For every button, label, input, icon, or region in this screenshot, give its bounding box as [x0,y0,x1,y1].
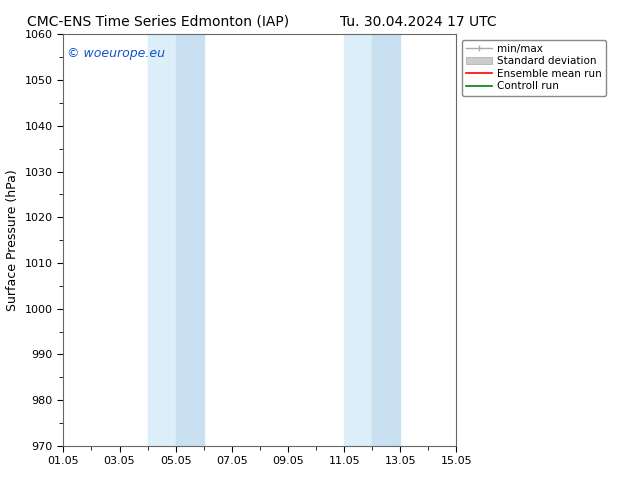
Bar [148,34,176,446]
Y-axis label: Surface Pressure (hPa): Surface Pressure (hPa) [6,169,19,311]
Text: Tu. 30.04.2024 17 UTC: Tu. 30.04.2024 17 UTC [340,15,497,29]
Bar [344,34,372,446]
Bar [372,34,400,446]
Legend: min/max, Standard deviation, Ensemble mean run, Controll run: min/max, Standard deviation, Ensemble me… [462,40,606,96]
Bar [176,34,204,446]
Text: CMC-ENS Time Series Edmonton (IAP): CMC-ENS Time Series Edmonton (IAP) [27,15,290,29]
Text: © woeurope.eu: © woeurope.eu [67,47,165,60]
